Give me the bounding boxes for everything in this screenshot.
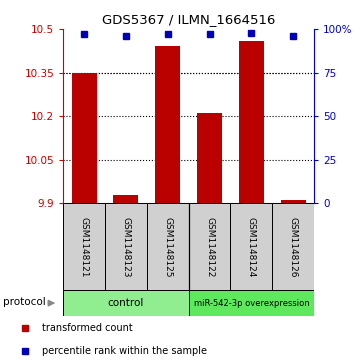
Text: percentile rank within the sample: percentile rank within the sample bbox=[42, 346, 207, 356]
Text: GSM1148123: GSM1148123 bbox=[121, 217, 130, 277]
Text: control: control bbox=[108, 298, 144, 308]
Bar bbox=[197, 113, 222, 203]
Text: miR-542-3p overexpression: miR-542-3p overexpression bbox=[193, 299, 309, 307]
Bar bbox=[71, 73, 97, 203]
Text: GSM1148126: GSM1148126 bbox=[289, 217, 298, 277]
Text: GSM1148125: GSM1148125 bbox=[163, 217, 172, 277]
Bar bbox=[230, 203, 272, 290]
Bar bbox=[147, 203, 188, 290]
Bar bbox=[113, 195, 138, 203]
Bar bbox=[188, 203, 230, 290]
Text: GSM1148124: GSM1148124 bbox=[247, 217, 256, 277]
Bar bbox=[155, 46, 180, 203]
Bar bbox=[63, 203, 105, 290]
Bar bbox=[280, 200, 306, 203]
Bar bbox=[63, 290, 188, 316]
Bar bbox=[105, 203, 147, 290]
Title: GDS5367 / ILMN_1664516: GDS5367 / ILMN_1664516 bbox=[102, 13, 275, 26]
Bar bbox=[239, 41, 264, 203]
Text: transformed count: transformed count bbox=[42, 323, 132, 333]
Bar bbox=[188, 290, 314, 316]
Bar bbox=[272, 203, 314, 290]
Text: GSM1148122: GSM1148122 bbox=[205, 217, 214, 277]
Text: GSM1148121: GSM1148121 bbox=[79, 217, 88, 277]
Text: protocol: protocol bbox=[3, 297, 46, 307]
